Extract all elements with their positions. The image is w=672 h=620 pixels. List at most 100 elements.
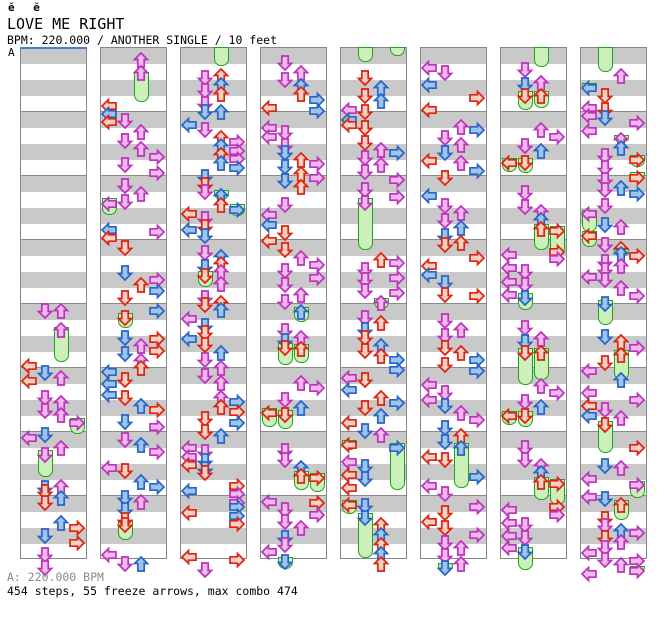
bpm-difficulty-info: BPM: 220.000 / ANOTHER SINGLE / 10 feet (7, 33, 278, 47)
arrow-down-icon (276, 537, 294, 554)
arrow-down-icon (516, 544, 534, 561)
arrow-down-icon (116, 290, 134, 307)
arrow-down-icon (436, 328, 454, 345)
section-marker-line (20, 47, 87, 49)
arrow-down-icon (196, 245, 214, 262)
arrow-down-icon (516, 345, 534, 362)
arrow-left-icon (180, 548, 197, 566)
arrow-down-icon (516, 88, 534, 105)
arrow-left-icon (260, 404, 277, 422)
arrow-down-icon (116, 556, 134, 573)
arrow-down-icon (116, 194, 134, 211)
arrow-down-icon (596, 458, 614, 475)
arrow-down-icon (276, 55, 294, 72)
arrow-down-icon (276, 514, 294, 531)
arrow-down-icon (356, 195, 374, 212)
arrow-up-icon (132, 436, 150, 453)
footer-stats: 454 steps, 55 freeze arrows, max combo 4… (7, 584, 298, 598)
arrow-up-icon (452, 439, 470, 456)
arrow-down-icon (436, 398, 454, 415)
arrow-down-icon (276, 452, 294, 469)
arrow-down-icon (596, 217, 614, 234)
arrow-right-icon (629, 287, 646, 305)
arrow-down-icon (116, 490, 134, 507)
arrow-down-icon (516, 452, 534, 469)
arrow-up-icon (52, 514, 70, 531)
arrow-left-icon (260, 232, 277, 250)
arrow-left-icon (180, 330, 197, 348)
arrow-up-icon (292, 340, 310, 357)
arrow-left-icon (100, 195, 117, 213)
arrow-up-icon (532, 121, 550, 138)
arrow-left-icon (500, 154, 517, 172)
arrow-right-icon (229, 515, 246, 533)
arrow-up-icon (132, 64, 150, 81)
arrow-up-icon (132, 140, 150, 157)
arrow-down-icon (436, 145, 454, 162)
arrow-down-icon (516, 277, 534, 294)
arrow-right-icon (549, 384, 566, 402)
arrow-right-icon (469, 162, 486, 180)
freeze-arrow-bar (214, 47, 229, 66)
arrow-up-icon (532, 377, 550, 394)
arrow-up-icon (532, 344, 550, 361)
arrow-down-icon (436, 452, 454, 469)
arrow-up-icon (532, 87, 550, 104)
arrow-left-icon (580, 470, 597, 488)
arrow-down-icon (36, 365, 54, 382)
arrow-down-icon (356, 70, 374, 87)
arrow-up-icon (292, 286, 310, 303)
arrow-down-icon (356, 104, 374, 121)
arrow-right-icon (69, 519, 86, 537)
arrow-down-icon (356, 330, 374, 347)
arrow-left-icon (420, 391, 437, 409)
arrow-up-icon (372, 92, 390, 109)
arrow-down-icon (196, 122, 214, 139)
arrow-down-icon (276, 159, 294, 176)
arrow-down-icon (276, 225, 294, 242)
arrow-down-icon (596, 417, 614, 434)
arrow-up-icon (52, 439, 70, 456)
arrow-left-icon (420, 376, 437, 394)
arrow-left-icon (20, 357, 37, 375)
arrow-down-icon (196, 184, 214, 201)
arrow-right-icon (469, 362, 486, 380)
arrow-up-icon (452, 404, 470, 421)
arrow-up-icon (132, 473, 150, 490)
arrow-left-icon (340, 479, 357, 497)
arrow-right-icon (469, 498, 486, 516)
arrow-down-icon (436, 505, 454, 522)
arrow-right-icon (229, 551, 246, 569)
arrow-down-icon (196, 424, 214, 441)
arrow-left-icon (180, 310, 197, 328)
footer-section-bpm: A: 220.000 BPM (7, 570, 104, 584)
arrow-down-icon (436, 520, 454, 537)
arrow-down-icon (276, 197, 294, 214)
arrow-left-icon (420, 101, 437, 119)
arrow-right-icon (629, 476, 646, 494)
arrow-up-icon (212, 85, 230, 102)
arrow-up-icon (612, 67, 630, 84)
arrow-right-icon (149, 282, 166, 300)
arrow-down-icon (596, 540, 614, 557)
arrow-up-icon (372, 251, 390, 268)
arrow-down-icon (436, 385, 454, 402)
arrow-up-icon (132, 397, 150, 414)
arrow-up-icon (372, 141, 390, 158)
arrow-right-icon (309, 155, 326, 173)
arrow-down-icon (596, 552, 614, 569)
arrow-down-icon (36, 303, 54, 320)
arrow-right-icon (149, 223, 166, 241)
arrow-down-icon (276, 173, 294, 190)
arrow-down-icon (356, 459, 374, 476)
arrow-down-icon (516, 394, 534, 411)
arrow-down-icon (436, 65, 454, 82)
arrow-down-icon (116, 372, 134, 389)
arrow-down-icon (356, 150, 374, 167)
arrow-down-icon (516, 530, 534, 547)
arrow-left-icon (20, 429, 37, 447)
arrow-left-icon (260, 493, 277, 511)
arrow-right-icon (629, 151, 646, 169)
chart-column-1 (20, 47, 87, 559)
arrow-down-icon (196, 352, 214, 369)
